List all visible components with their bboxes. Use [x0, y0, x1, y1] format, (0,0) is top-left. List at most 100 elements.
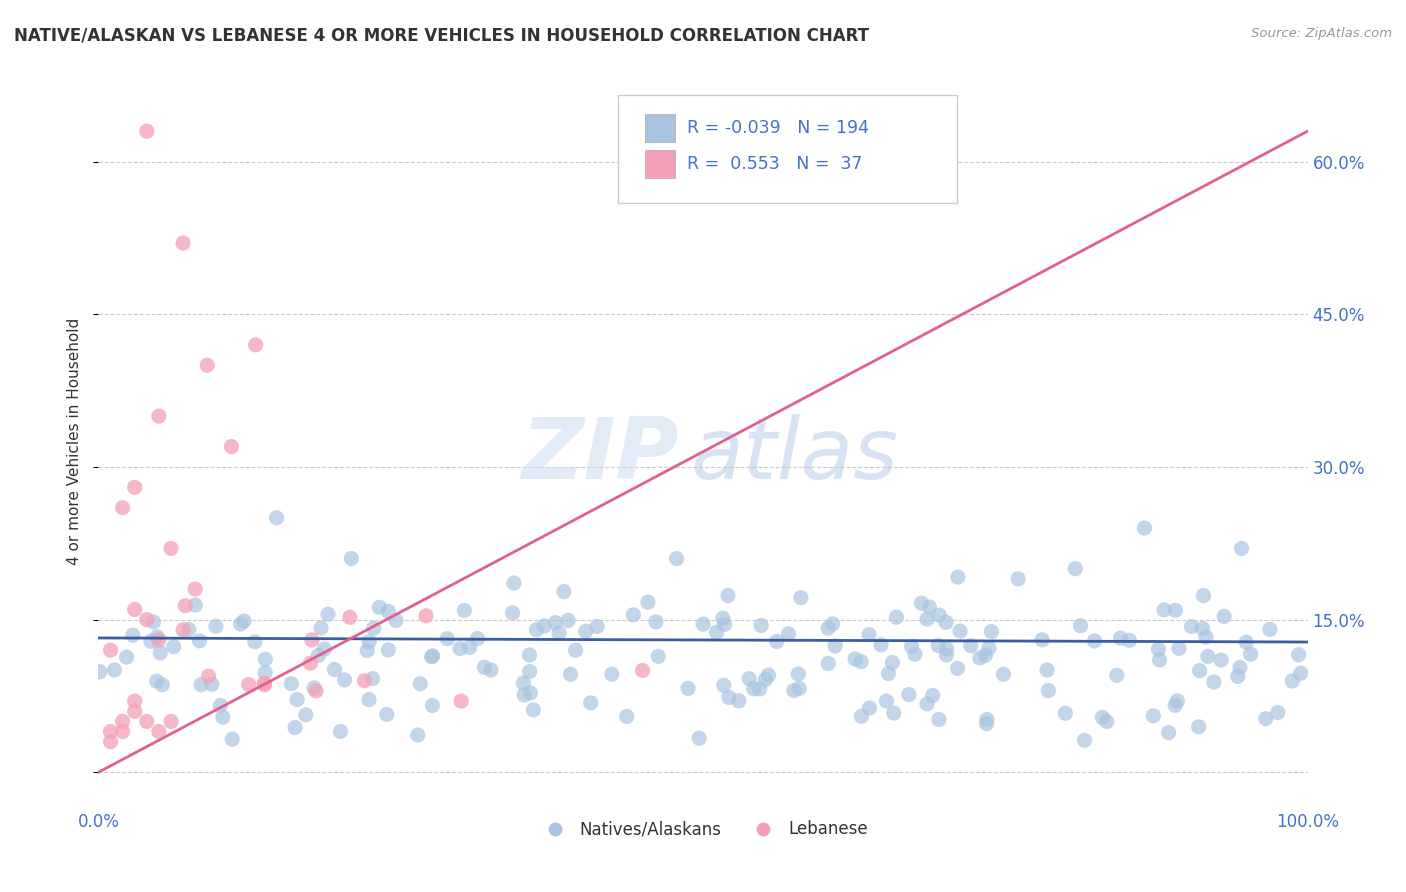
Text: NATIVE/ALASKAN VS LEBANESE 4 OR MORE VEHICLES IN HOUSEHOLD CORRELATION CHART: NATIVE/ALASKAN VS LEBANESE 4 OR MORE VEH… — [14, 27, 869, 45]
Point — [450, 694, 472, 708]
Point — [1105, 668, 1128, 682]
Point — [299, 656, 322, 670]
Point — [1064, 562, 1087, 576]
FancyBboxPatch shape — [619, 95, 957, 203]
Text: R = -0.039   N = 194: R = -0.039 N = 194 — [688, 119, 869, 137]
Point — [544, 615, 567, 630]
Point — [333, 673, 356, 687]
Point — [557, 614, 579, 628]
Point — [221, 440, 243, 454]
Point — [1281, 673, 1303, 688]
Point — [1288, 648, 1310, 662]
Point — [149, 646, 172, 660]
Point — [280, 677, 302, 691]
Point — [980, 624, 1002, 639]
Point — [1289, 666, 1312, 681]
Point — [883, 706, 905, 720]
Point — [553, 584, 575, 599]
Point — [245, 338, 267, 352]
Point — [665, 551, 688, 566]
Point — [1070, 619, 1092, 633]
Point — [824, 639, 846, 653]
Point — [637, 595, 659, 609]
Point — [415, 608, 437, 623]
Point — [976, 713, 998, 727]
Point — [146, 630, 169, 644]
Point — [163, 640, 186, 654]
Text: atlas: atlas — [690, 415, 898, 498]
Point — [314, 642, 336, 657]
Point — [676, 681, 699, 696]
Point — [560, 667, 582, 681]
Point — [647, 649, 669, 664]
Point — [579, 696, 602, 710]
Point — [148, 632, 170, 647]
Point — [1188, 720, 1211, 734]
Point — [1031, 632, 1053, 647]
Point — [229, 617, 252, 632]
Point — [713, 617, 735, 632]
Point — [420, 649, 443, 664]
Point — [974, 648, 997, 663]
Point — [946, 570, 969, 584]
Point — [749, 618, 772, 632]
Point — [910, 596, 932, 610]
Point — [1180, 619, 1202, 633]
Point — [284, 721, 307, 735]
Point — [238, 678, 260, 692]
Point — [851, 709, 873, 723]
Point — [385, 614, 408, 628]
Point — [1188, 664, 1211, 678]
Point — [316, 607, 339, 622]
Point — [115, 650, 138, 665]
Point — [882, 656, 904, 670]
Point — [621, 607, 644, 622]
Point — [564, 643, 586, 657]
Point — [858, 701, 880, 715]
Point — [519, 648, 541, 662]
Point — [1073, 733, 1095, 747]
Point — [1091, 710, 1114, 724]
Point — [472, 660, 495, 674]
Point — [305, 684, 328, 698]
Text: ZIP: ZIP — [522, 415, 679, 498]
Point — [706, 625, 728, 640]
Point — [645, 615, 668, 629]
Point — [935, 641, 957, 656]
Point — [309, 621, 332, 635]
Point — [124, 480, 146, 494]
Point — [946, 661, 969, 675]
Point — [142, 615, 165, 629]
Point — [711, 611, 734, 625]
Point — [135, 714, 157, 729]
Y-axis label: 4 or more Vehicles in Household: 4 or more Vehicles in Household — [67, 318, 83, 566]
Point — [124, 694, 146, 708]
Point — [1209, 653, 1232, 667]
Point — [172, 236, 194, 251]
Point — [243, 635, 266, 649]
Point — [844, 652, 866, 666]
Point — [266, 511, 288, 525]
Point — [353, 673, 375, 688]
Point — [1109, 631, 1132, 645]
Point — [783, 683, 806, 698]
Point — [519, 686, 541, 700]
Point — [928, 713, 950, 727]
Point — [787, 667, 810, 681]
Point — [512, 676, 534, 690]
Point — [188, 633, 211, 648]
Point — [422, 648, 444, 663]
Point — [754, 673, 776, 687]
Point — [904, 647, 927, 661]
Point — [111, 500, 134, 515]
Point — [422, 698, 444, 713]
Point — [1202, 675, 1225, 690]
Point — [359, 634, 381, 648]
Point — [915, 697, 938, 711]
Point — [1229, 660, 1251, 674]
Point — [368, 600, 391, 615]
Point — [1197, 649, 1219, 664]
Point — [375, 707, 398, 722]
Point — [323, 663, 346, 677]
Point — [522, 703, 544, 717]
